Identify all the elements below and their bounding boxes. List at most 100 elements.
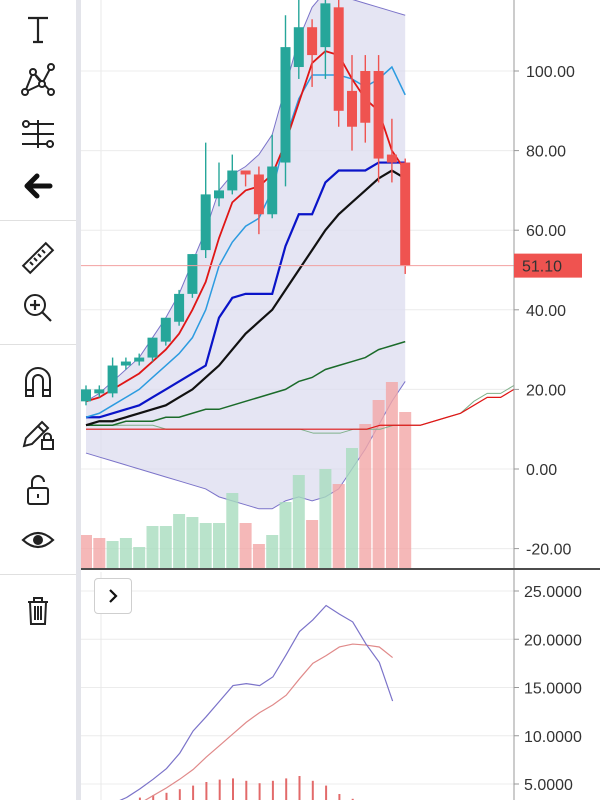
visibility-button[interactable]	[12, 520, 64, 560]
unlock-button[interactable]	[12, 470, 64, 510]
lock-drawings-button[interactable]	[12, 414, 64, 454]
magnet-icon	[25, 367, 51, 397]
drawing-toolbar	[0, 0, 81, 800]
candle-body	[386, 154, 397, 163]
text-tool-button[interactable]	[12, 10, 64, 50]
candle-body	[280, 47, 291, 163]
candle-body	[400, 162, 411, 267]
volume-bar	[146, 526, 159, 568]
delete-button[interactable]	[12, 590, 64, 630]
volume-bar	[186, 517, 199, 568]
extra-red-line	[86, 388, 515, 430]
candle-body	[214, 190, 224, 199]
volume-bar	[106, 541, 119, 568]
osc-tick-label: 10.0000	[524, 729, 582, 746]
candle-body	[227, 170, 238, 191]
candle-body	[373, 71, 384, 159]
measure-tool-button[interactable]	[12, 238, 64, 278]
price-tick-label: -20.00	[526, 542, 571, 559]
current-price-badge	[514, 253, 582, 278]
osc-tick-label: 15.0000	[524, 681, 582, 698]
current-price-label: 51.10	[522, 259, 562, 276]
volume-bar	[199, 523, 212, 568]
volume-bar	[213, 523, 225, 568]
volume-bar	[292, 475, 305, 568]
candle-body	[187, 254, 198, 294]
candle-body	[333, 7, 344, 111]
expand-pane-button[interactable]	[94, 578, 132, 614]
volume-bar	[319, 469, 332, 568]
volume-bar	[133, 547, 146, 568]
volume-bar	[239, 523, 252, 568]
osc-tick-label: 20.0000	[524, 632, 582, 649]
ma-blue-line	[86, 161, 406, 419]
osc-main-line	[119, 604, 394, 800]
volume-bar	[266, 535, 279, 568]
magnet-tool-button[interactable]	[12, 362, 64, 402]
candle-body	[240, 170, 251, 175]
volume-bar	[226, 493, 239, 568]
volume-bar	[346, 448, 358, 568]
candle-body	[120, 361, 131, 366]
price-tick-label: 100.00	[526, 64, 575, 81]
back-button[interactable]	[12, 166, 64, 206]
ruler-icon	[21, 241, 55, 275]
volume-bars	[81, 382, 412, 568]
price-tick-label: 20.00	[526, 382, 566, 399]
price-axis[interactable]: 100.00 80.00 60.00 40.00 20.00 0.00 -20.00 51.1…	[81, 0, 600, 570]
ma-green-line	[86, 340, 406, 426]
volume-bar	[252, 544, 265, 568]
volume-bar	[119, 538, 132, 568]
ma-black-line	[85, 169, 406, 427]
volume-bar	[81, 535, 92, 568]
pencil-lock-icon	[22, 420, 54, 450]
osc-tick-label: 25.0000	[524, 584, 582, 601]
volume-bar	[173, 514, 186, 568]
candle-body	[267, 166, 278, 215]
candle-body	[307, 27, 318, 56]
pattern-icon	[21, 63, 55, 96]
candle-body	[293, 27, 304, 68]
candle-body	[347, 90, 357, 127]
volume-bar	[332, 484, 345, 568]
price-tick-label: 0.00	[526, 462, 557, 479]
candle-body	[94, 389, 105, 394]
oscillator-axis[interactable]: 25.0000 20.0000 15.0000 10.0000 5.0000	[513, 570, 582, 800]
volume-bar	[306, 520, 319, 568]
volume-bar	[359, 424, 372, 568]
unlock-icon	[27, 475, 49, 505]
trash-icon	[28, 597, 48, 625]
candle-body	[160, 317, 171, 342]
volume-bar	[399, 412, 412, 568]
volume-bar	[279, 502, 292, 568]
pattern-tool-button[interactable]	[12, 60, 64, 100]
osc-signal-line	[144, 643, 393, 800]
chevron-right-icon	[109, 589, 118, 603]
volume-bar	[93, 538, 106, 568]
price-tick-label: 80.00	[526, 144, 566, 161]
oscillator-pane	[81, 572, 514, 800]
candle-body	[360, 71, 371, 123]
candle-body	[134, 357, 145, 362]
volume-bar	[159, 526, 172, 568]
candle-body	[147, 337, 158, 358]
extra-lines	[86, 384, 515, 434]
zoom-tool-button[interactable]	[12, 288, 64, 328]
bollinger-band	[85, 0, 406, 510]
candle-body	[253, 174, 264, 215]
fib-tool-button[interactable]	[12, 114, 64, 154]
eye-icon	[21, 531, 55, 549]
price-tick-label: 40.00	[526, 303, 566, 320]
zoom-in-icon	[24, 294, 52, 322]
chart-canvas[interactable]: 100.00 80.00 60.00 40.00 20.00 0.00 -20.00 51.1…	[81, 0, 600, 800]
candle-body	[174, 293, 185, 322]
candle-body	[200, 194, 211, 251]
candle-body	[320, 3, 331, 48]
volume-bar	[372, 400, 385, 568]
price-tick-label: 60.00	[526, 223, 566, 240]
osc-tick-label: 5.0000	[524, 777, 573, 794]
candle-body	[107, 365, 118, 394]
fib-icon	[22, 120, 54, 148]
arrow-left-icon	[24, 173, 53, 199]
text-icon	[28, 16, 48, 44]
